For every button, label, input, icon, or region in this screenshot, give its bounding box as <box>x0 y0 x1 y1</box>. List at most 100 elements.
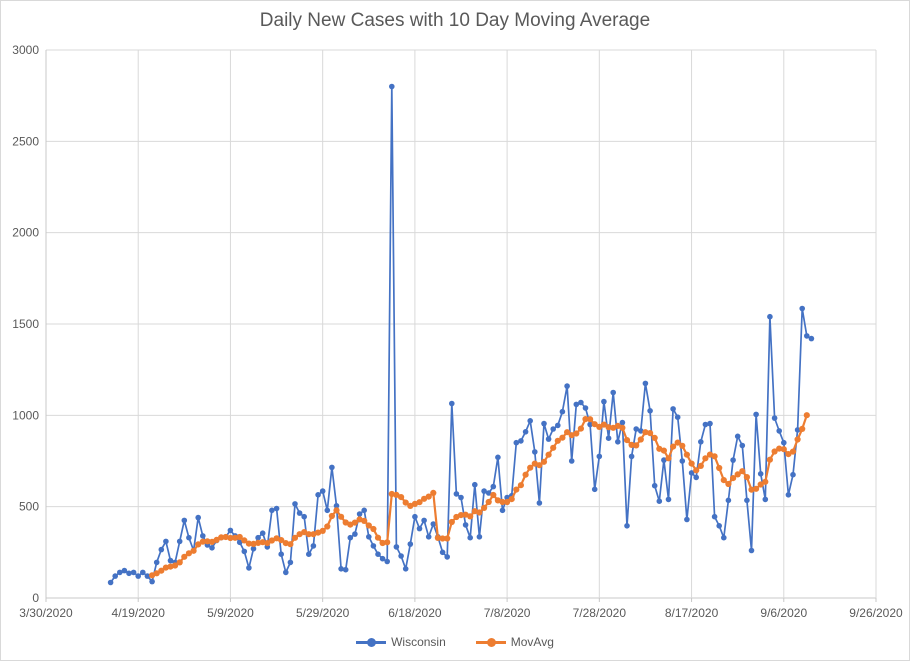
movavg-data-point[interactable] <box>679 442 686 449</box>
movavg-data-point[interactable] <box>172 562 179 569</box>
wisconsin-data-point[interactable] <box>416 525 423 532</box>
wisconsin-data-point[interactable] <box>739 442 746 449</box>
wisconsin-data-point[interactable] <box>647 408 653 414</box>
movavg-data-point[interactable] <box>324 523 331 530</box>
wisconsin-data-point[interactable] <box>347 534 354 541</box>
movavg-line[interactable] <box>151 414 808 577</box>
wisconsin-data-point[interactable] <box>402 566 409 572</box>
wisconsin-data-point[interactable] <box>310 543 317 549</box>
wisconsin-data-point[interactable] <box>684 516 690 523</box>
wisconsin-data-point[interactable] <box>439 549 446 556</box>
wisconsin-data-point[interactable] <box>596 453 603 460</box>
wisconsin-data-point[interactable] <box>333 503 340 509</box>
wisconsin-data-point[interactable] <box>711 513 718 520</box>
wisconsin-data-point[interactable] <box>384 558 391 565</box>
movavg-data-point[interactable] <box>365 522 372 529</box>
movavg-data-point[interactable] <box>430 489 437 496</box>
movavg-data-point[interactable] <box>425 493 432 500</box>
wisconsin-data-point[interactable] <box>490 483 497 490</box>
movavg-data-point[interactable] <box>241 537 248 544</box>
movavg-data-point[interactable] <box>651 434 658 441</box>
movavg-data-point[interactable] <box>393 491 400 498</box>
movavg-data-point[interactable] <box>232 534 239 541</box>
wisconsin-data-point[interactable] <box>771 415 778 421</box>
wisconsin-data-point[interactable] <box>679 458 686 464</box>
wisconsin-data-point[interactable] <box>693 474 699 481</box>
movavg-data-point[interactable] <box>361 517 368 525</box>
movavg-data-point[interactable] <box>195 541 202 548</box>
wisconsin-data-point[interactable] <box>181 517 188 524</box>
wisconsin-data-point[interactable] <box>296 510 303 516</box>
movavg-data-point[interactable] <box>545 451 552 458</box>
wisconsin-data-point[interactable] <box>200 533 206 539</box>
wisconsin-data-point[interactable] <box>107 579 114 586</box>
wisconsin-data-point[interactable] <box>753 411 759 418</box>
wisconsin-data-point[interactable] <box>112 573 118 579</box>
wisconsin-data-point[interactable] <box>126 570 132 577</box>
wisconsin-line[interactable] <box>109 85 812 583</box>
movavg-data-point[interactable] <box>291 534 299 541</box>
wisconsin-data-point[interactable] <box>578 399 584 406</box>
movavg-data-point[interactable] <box>338 513 345 520</box>
movavg-data-point[interactable] <box>720 477 727 484</box>
wisconsin-data-point[interactable] <box>665 496 672 503</box>
movavg-data-point[interactable] <box>665 455 672 462</box>
wisconsin-data-point[interactable] <box>536 500 543 506</box>
wisconsin-data-point[interactable] <box>338 566 344 572</box>
movavg-data-point[interactable] <box>287 541 294 548</box>
movavg-data-point[interactable] <box>789 448 797 455</box>
wisconsin-data-point[interactable] <box>794 427 801 433</box>
wisconsin-data-point[interactable] <box>550 426 556 432</box>
wisconsin-data-point[interactable] <box>670 406 676 412</box>
wisconsin-data-point[interactable] <box>545 436 552 442</box>
wisconsin-data-point[interactable] <box>799 305 805 312</box>
movavg-data-point[interactable] <box>499 498 506 506</box>
legend-item-wisconsin[interactable]: Wisconsin <box>356 635 446 649</box>
movavg-data-point[interactable] <box>605 424 612 431</box>
wisconsin-data-point[interactable] <box>721 534 727 541</box>
movavg-data-point[interactable] <box>444 535 451 542</box>
movavg-data-point[interactable] <box>527 464 534 471</box>
wisconsin-data-point[interactable] <box>444 554 451 560</box>
movavg-data-point[interactable] <box>402 499 409 506</box>
wisconsin-data-point[interactable] <box>495 454 501 461</box>
movavg-data-point[interactable] <box>776 445 783 452</box>
wisconsin-data-point[interactable] <box>730 457 736 463</box>
movavg-data-point[interactable] <box>554 437 561 444</box>
movavg-data-point[interactable] <box>771 448 778 455</box>
wisconsin-data-point[interactable] <box>255 534 261 541</box>
movavg-data-point[interactable] <box>716 464 723 472</box>
movavg-data-point[interactable] <box>762 478 769 485</box>
wisconsin-data-point[interactable] <box>342 566 349 573</box>
wisconsin-data-point[interactable] <box>149 578 155 585</box>
wisconsin-data-point[interactable] <box>407 541 414 547</box>
movavg-data-point[interactable] <box>711 453 718 460</box>
wisconsin-data-point[interactable] <box>117 569 123 576</box>
wisconsin-data-point[interactable] <box>734 433 741 440</box>
movavg-data-point[interactable] <box>384 539 391 546</box>
movavg-data-point[interactable] <box>421 495 428 502</box>
movavg-data-point[interactable] <box>683 451 691 458</box>
legend-item-movavg[interactable]: MovAvg <box>475 635 554 649</box>
movavg-data-point[interactable] <box>370 525 377 533</box>
wisconsin-data-point[interactable] <box>167 557 174 564</box>
wisconsin-data-point[interactable] <box>587 421 593 428</box>
movavg-data-point[interactable] <box>416 499 423 506</box>
movavg-data-point[interactable] <box>591 421 598 428</box>
movavg-data-point[interactable] <box>278 537 285 544</box>
movavg-data-point[interactable] <box>577 425 585 432</box>
wisconsin-data-point[interactable] <box>638 428 644 434</box>
wisconsin-data-point[interactable] <box>153 559 160 566</box>
wisconsin-data-point[interactable] <box>725 497 732 504</box>
movavg-data-point[interactable] <box>766 456 774 463</box>
wisconsin-data-point[interactable] <box>688 470 695 476</box>
wisconsin-data-point[interactable] <box>250 545 257 552</box>
movavg-data-point[interactable] <box>388 490 395 498</box>
wisconsin-data-point[interactable] <box>273 505 280 512</box>
movavg-data-point[interactable] <box>596 423 603 430</box>
wisconsin-data-point[interactable] <box>209 545 215 551</box>
movavg-data-point[interactable] <box>559 434 566 441</box>
wisconsin-data-point[interactable] <box>591 486 598 493</box>
movavg-data-point[interactable] <box>439 535 446 542</box>
wisconsin-data-point[interactable] <box>601 398 607 405</box>
